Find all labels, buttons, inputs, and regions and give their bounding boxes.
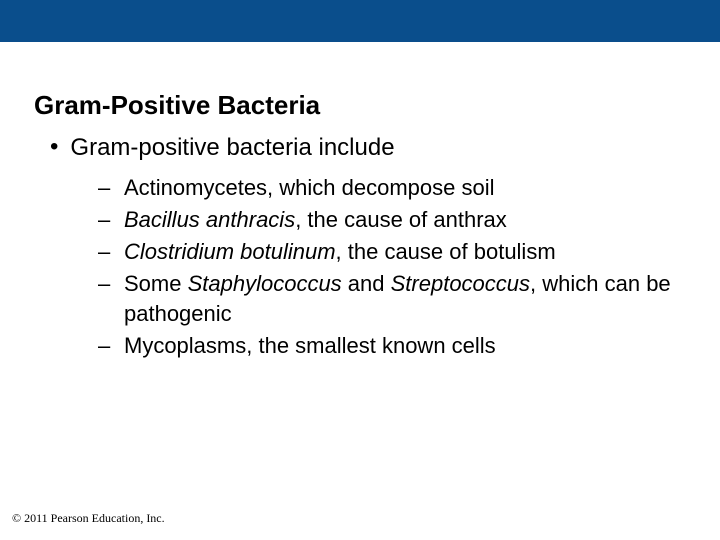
list-item-text: Actinomycetes, which decompose soil [124,173,495,203]
dash-icon: – [98,331,112,361]
copyright-text: © 2011 Pearson Education, Inc. [12,511,165,526]
slide-title: Gram-Positive Bacteria [34,90,686,121]
list-item-text: Bacillus anthracis, the cause of anthrax [124,205,507,235]
dash-icon: – [98,173,112,203]
list-item: –Actinomycetes, which decompose soil [98,173,686,203]
bullet-level1: • Gram-positive bacteria include [50,133,686,163]
bullet-dot-icon: • [50,133,58,161]
level1-text: Gram-positive bacteria include [70,133,394,163]
list-item-text: Mycoplasms, the smallest known cells [124,331,496,361]
list-item: –Bacillus anthracis, the cause of anthra… [98,205,686,235]
sub-bullet-list: –Actinomycetes, which decompose soil–Bac… [98,173,686,361]
header-bar [0,0,720,42]
dash-icon: – [98,269,112,299]
list-item: –Some Staphylococcus and Streptococcus, … [98,269,686,329]
list-item-text: Clostridium botulinum, the cause of botu… [124,237,556,267]
dash-icon: – [98,237,112,267]
dash-icon: – [98,205,112,235]
slide-content: Gram-Positive Bacteria • Gram-positive b… [0,42,720,361]
list-item: –Mycoplasms, the smallest known cells [98,331,686,361]
list-item: –Clostridium botulinum, the cause of bot… [98,237,686,267]
list-item-text: Some Staphylococcus and Streptococcus, w… [124,269,686,329]
